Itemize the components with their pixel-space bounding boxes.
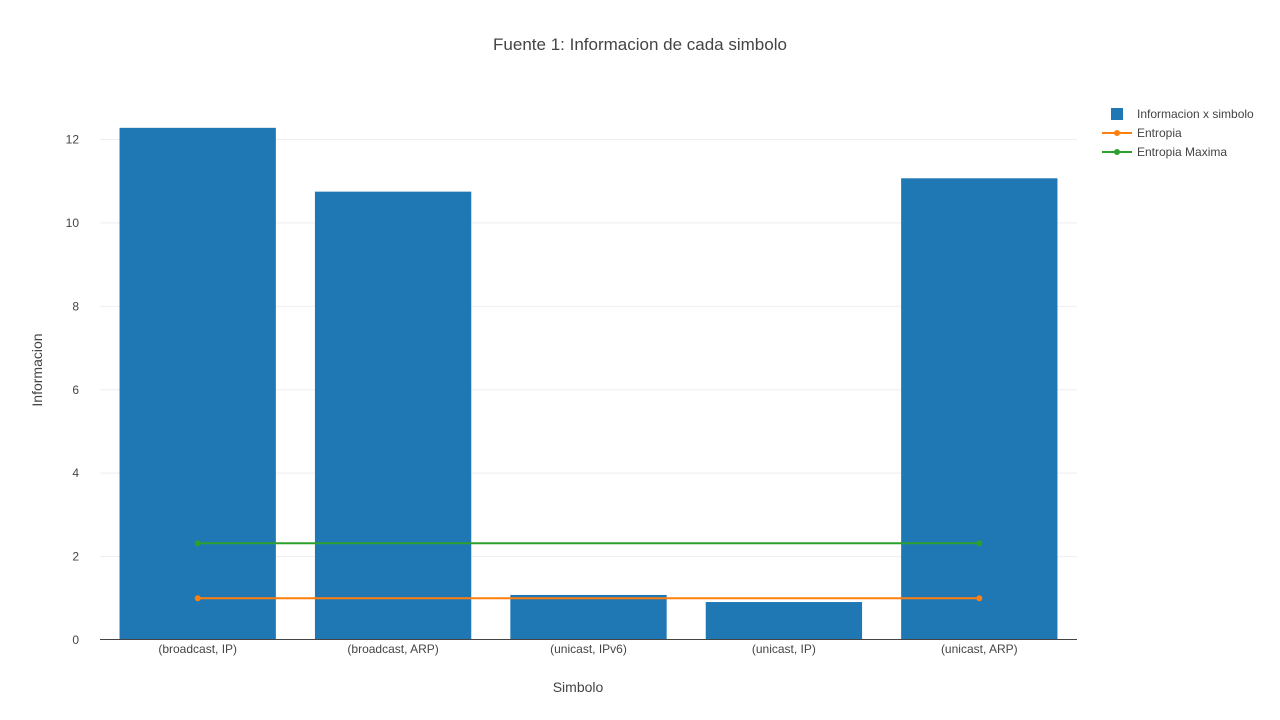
y-tick-label: 10 — [66, 216, 80, 230]
line-point[interactable] — [194, 595, 201, 602]
x-tick-label: (unicast, ARP) — [941, 642, 1018, 656]
x-tick-label: (broadcast, IP) — [158, 642, 237, 656]
y-tick-label: 4 — [72, 466, 79, 480]
y-tick-label: 6 — [72, 383, 79, 397]
bar[interactable] — [705, 602, 863, 640]
legend-item[interactable]: Entropia — [1102, 126, 1182, 140]
bar[interactable] — [510, 594, 667, 640]
y-axis-title: Informacion — [29, 333, 45, 406]
y-tick-label: 12 — [66, 133, 80, 147]
line-point[interactable] — [976, 540, 983, 547]
legend-marker — [1114, 130, 1120, 136]
x-tick-label: (unicast, IP) — [752, 642, 816, 656]
bars — [119, 127, 1058, 641]
line-point[interactable] — [194, 540, 201, 547]
legend-label: Entropia Maxima — [1137, 145, 1227, 159]
legend[interactable]: Informacion x simbolo Entropia Entropia Ma… — [1102, 107, 1254, 159]
y-tick-label: 8 — [72, 299, 79, 313]
legend-marker — [1114, 149, 1120, 155]
bar[interactable] — [314, 191, 472, 640]
legend-swatch — [1111, 108, 1123, 120]
x-ticks: (broadcast, IP) (broadcast, ARP) (unicast,… — [158, 642, 1017, 656]
legend-item[interactable]: Entropia Maxima — [1102, 145, 1227, 159]
lines — [194, 540, 983, 602]
y-tick-label: 0 — [72, 633, 79, 647]
bar[interactable] — [119, 127, 276, 640]
y-ticks: 0 2 4 6 8 10 12 — [66, 133, 80, 647]
bar[interactable] — [901, 178, 1058, 641]
x-tick-label: (broadcast, ARP) — [347, 642, 438, 656]
legend-label: Informacion x simbolo — [1137, 107, 1254, 121]
line-point[interactable] — [976, 595, 983, 602]
x-axis-title: Simbolo — [553, 679, 604, 695]
chart-title: Fuente 1: Informacion de cada simbolo — [493, 35, 787, 54]
x-tick-label: (unicast, IPv6) — [550, 642, 627, 656]
y-tick-label: 2 — [72, 550, 79, 564]
legend-label: Entropia — [1137, 126, 1182, 140]
legend-item[interactable]: Informacion x simbolo — [1111, 107, 1254, 121]
